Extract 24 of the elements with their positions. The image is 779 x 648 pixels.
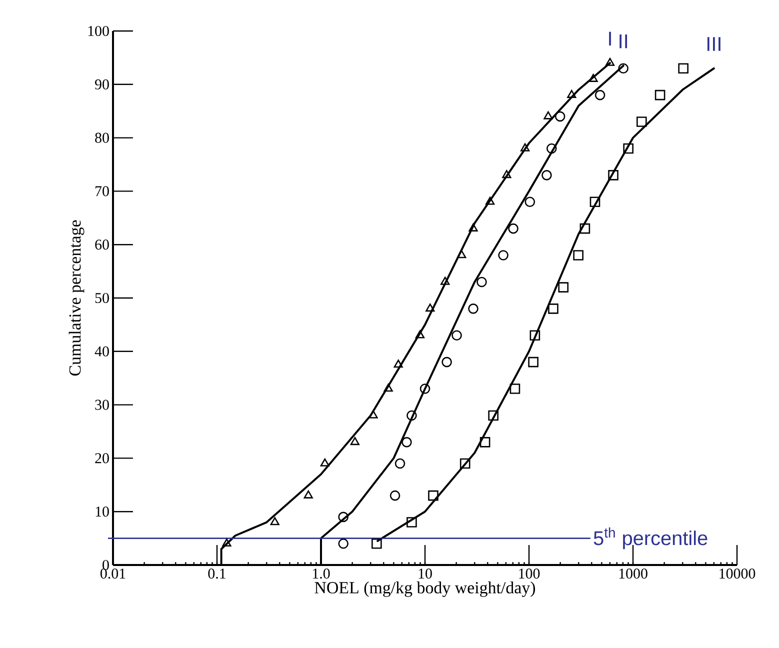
x-tick-label: 10000 xyxy=(720,568,756,579)
x-tick-label: 100 xyxy=(519,568,540,579)
y-tick-label: 60 xyxy=(95,240,109,250)
y-tick-label: 50 xyxy=(95,292,109,304)
x-tick-label: 1.0 xyxy=(312,568,330,579)
y-tick-label: 20 xyxy=(95,453,109,464)
y-tick-label: 80 xyxy=(95,132,109,143)
y-tick-label: 40 xyxy=(94,346,109,356)
y-axis-title: Cumulative percentage xyxy=(68,220,84,376)
x-tick-label: 0.1 xyxy=(208,568,226,579)
x-tick-label: 1000 xyxy=(619,568,648,579)
y-tick-label: 30 xyxy=(95,400,109,410)
ref-line-label: 5$^{th}$ percentile xyxy=(594,527,708,550)
y-tick-label: 10 xyxy=(96,506,109,517)
x-tick-label: 10 xyxy=(418,568,432,579)
series-label: III xyxy=(707,37,720,51)
series-label: I xyxy=(609,32,611,46)
y-tick-label: 90 xyxy=(95,79,109,90)
x-tick-label: 0.01 xyxy=(100,568,126,579)
y-tick-label: 100 xyxy=(88,26,109,36)
y-tick-label: 0 xyxy=(102,560,109,570)
x-axis-title: NOEL (mg/kg body weight/day) xyxy=(314,582,536,597)
series-label: II xyxy=(620,34,628,48)
y-tick-label: 70 xyxy=(96,186,109,196)
